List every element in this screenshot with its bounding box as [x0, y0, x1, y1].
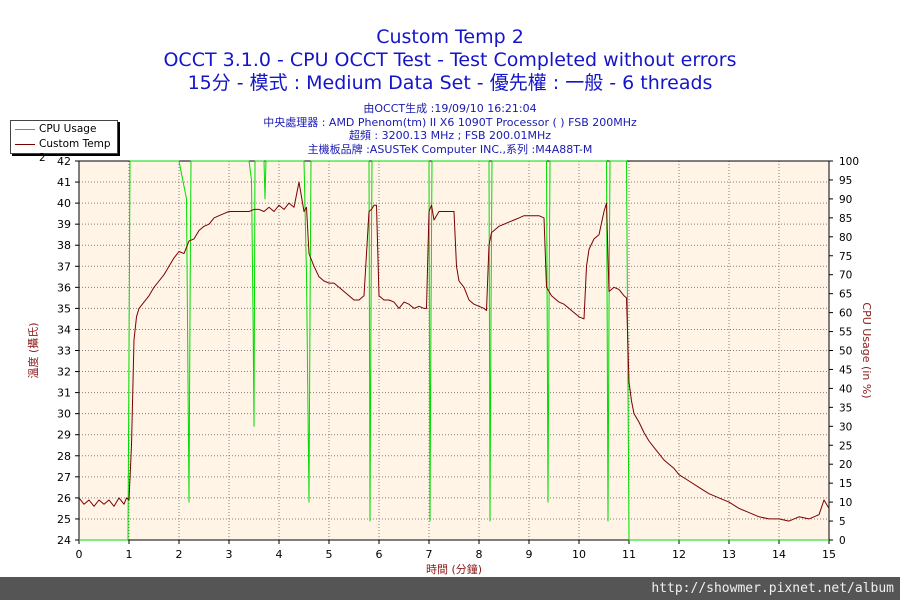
y-tick-label: 39	[57, 218, 71, 231]
footer-url: http://showmer.pixnet.net/album	[651, 581, 894, 596]
y-tick-label: 27	[57, 471, 71, 484]
y2-tick-label: 55	[839, 327, 852, 339]
x-tick-label: 10	[572, 548, 586, 561]
y2-tick-label: 65	[839, 289, 852, 301]
chart-subtitle-settings: 15分 - 模式 : Medium Data Set - 優先權 : 一般 - …	[187, 72, 713, 94]
y-tick-label: 38	[57, 239, 71, 252]
y2-tick-label: 0	[839, 535, 846, 547]
x-tick-label: 3	[226, 548, 233, 561]
y-tick-label: 26	[57, 492, 71, 505]
x-tick-label: 7	[426, 548, 433, 561]
info-cpu: 中央處理器 : AMD Phenom(tm) II X6 1090T Proce…	[263, 115, 637, 129]
y2-tick-label: 35	[839, 402, 852, 414]
y-tick-label: 28	[57, 450, 71, 463]
y-tick-label: 34	[57, 323, 71, 336]
x-tick-label: 5	[326, 548, 333, 561]
legend-item-cpu-usage: CPU Usage	[11, 122, 117, 136]
y-tick-label: 37	[57, 260, 71, 273]
x-tick-label: 9	[526, 548, 533, 561]
y2-tick-label: 15	[839, 478, 852, 490]
legend-swatch-cpu-usage	[15, 129, 35, 130]
x-tick-label: 6	[376, 548, 383, 561]
x-tick-label: 8	[476, 548, 483, 561]
chart-title: Custom Temp 2	[376, 26, 524, 48]
x-tick-label: 2	[176, 548, 183, 561]
y2-tick-label: 45	[839, 364, 852, 376]
legend-swatch-custom-temp	[15, 144, 35, 145]
legend-item-custom-temp: Custom Temp 2	[11, 137, 117, 164]
x-tick-label: 13	[722, 548, 736, 561]
y-tick-label: 36	[57, 281, 71, 294]
series-custom-temp-2	[78, 181, 830, 522]
info-clock: 超頻 : 3200.13 MHz ; FSB 200.01MHz	[348, 129, 552, 142]
y-tick-label: 32	[57, 366, 71, 379]
x-tick-label: 0	[76, 548, 83, 561]
legend-label-custom-temp: Custom Temp 2	[39, 138, 111, 164]
x-tick-label: 12	[672, 548, 686, 561]
y2-tick-label: 85	[839, 213, 852, 225]
legend-label-cpu-usage: CPU Usage	[39, 123, 97, 135]
y-tick-label: 29	[57, 429, 71, 442]
x-tick-label: 1	[126, 548, 133, 561]
y-axis-label: 溫度 (攝氏)	[26, 322, 40, 378]
chart-subtitle-test: OCCT 3.1.0 - CPU OCCT Test - Test Comple…	[163, 49, 737, 71]
y2-tick-label: 30	[839, 421, 852, 433]
y-tick-label: 24	[57, 534, 71, 547]
x-tick-label: 11	[622, 548, 636, 561]
series-cpu-usage	[79, 160, 829, 541]
y-tick-label: 42	[57, 155, 71, 168]
y2-tick-label: 20	[839, 459, 852, 471]
y-tick-label: 30	[57, 408, 71, 421]
chart-legend: CPU Usage Custom Temp 2	[10, 120, 118, 164]
y2-tick-label: 100	[839, 156, 859, 168]
y2-tick-label: 70	[839, 270, 852, 282]
y-tick-label: 33	[57, 345, 71, 358]
x-tick-label: 4	[276, 548, 283, 561]
y2-tick-label: 90	[839, 194, 852, 206]
y2-axis-label: CPU Usage (in %)	[860, 302, 873, 398]
y2-tick-label: 5	[839, 516, 846, 528]
info-motherboard: 主機板品牌 :ASUSTeK Computer INC.,系列 :M4A88T-…	[307, 142, 593, 156]
footer-bar: http://showmer.pixnet.net/album	[0, 577, 900, 600]
y-tick-label: 31	[57, 387, 71, 400]
y2-tick-label: 75	[839, 251, 852, 263]
y-tick-label: 25	[57, 513, 71, 526]
y2-tick-label: 80	[839, 232, 852, 244]
y2-tick-label: 10	[839, 497, 852, 509]
y-tick-label: 35	[57, 302, 71, 315]
x-tick-label: 14	[772, 548, 786, 561]
y2-tick-label: 40	[839, 383, 852, 395]
y2-tick-label: 60	[839, 308, 852, 320]
y2-tick-label: 25	[839, 440, 852, 452]
info-generated: 由OCCT生成 :19/09/10 16:21:04	[363, 102, 537, 115]
y-tick-label: 40	[57, 197, 71, 210]
y2-tick-label: 95	[839, 175, 852, 187]
y-tick-label: 41	[57, 176, 71, 189]
x-axis-label: 時間 (分鐘)	[426, 562, 482, 576]
y2-tick-label: 50	[839, 346, 852, 358]
x-tick-label: 15	[822, 548, 836, 561]
